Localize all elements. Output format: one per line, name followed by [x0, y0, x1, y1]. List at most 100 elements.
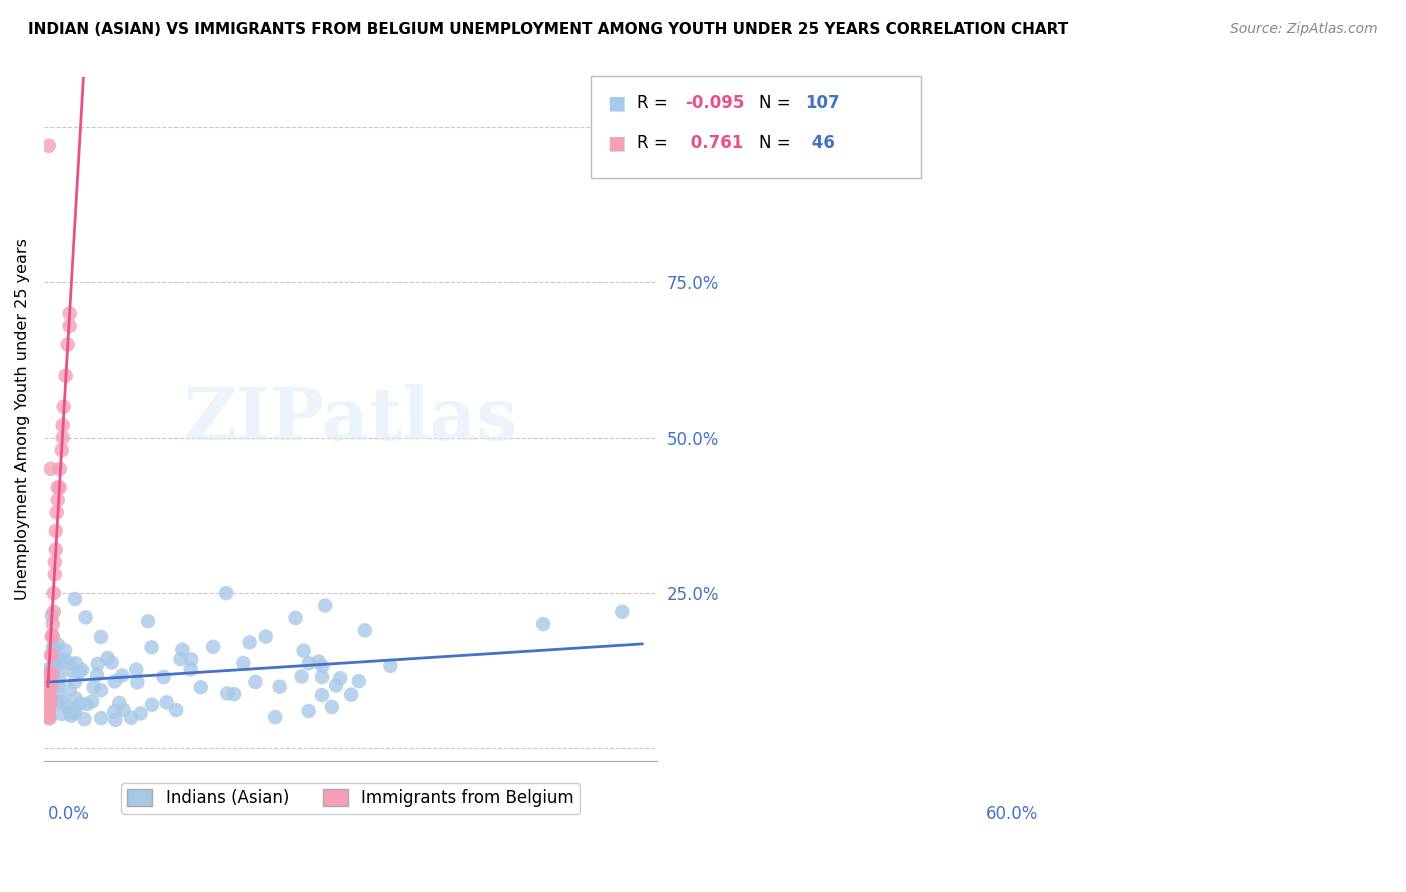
Point — [38, 698, 60, 712]
Point — [215, 586, 238, 600]
Text: ■: ■ — [607, 93, 626, 112]
Point — [41, 608, 63, 623]
Point — [38, 138, 60, 153]
Point — [38, 711, 60, 725]
Point — [100, 656, 122, 670]
Point — [125, 663, 148, 677]
Point — [52, 418, 75, 433]
Text: 60.0%: 60.0% — [986, 805, 1039, 823]
Point — [41, 666, 63, 681]
Point — [65, 691, 87, 706]
Point — [52, 431, 75, 445]
Point — [60, 708, 83, 723]
Point — [44, 555, 66, 569]
Text: R =: R = — [637, 134, 673, 152]
Point — [38, 710, 60, 724]
Point — [39, 664, 62, 678]
Point — [38, 689, 60, 703]
Point — [284, 611, 307, 625]
Point — [329, 671, 352, 685]
Point — [39, 691, 62, 706]
Point — [56, 663, 79, 677]
Point — [136, 614, 159, 628]
Point — [38, 679, 60, 693]
Point — [55, 368, 77, 383]
Point — [264, 710, 287, 724]
Point — [292, 644, 315, 658]
Point — [127, 675, 149, 690]
Point — [180, 662, 202, 676]
Point — [39, 462, 62, 476]
Point — [141, 698, 163, 712]
Point — [222, 687, 245, 701]
Point — [217, 686, 239, 700]
Point — [103, 705, 125, 719]
Point — [82, 694, 104, 708]
Point — [254, 630, 277, 644]
Point — [48, 462, 70, 476]
Point — [59, 306, 82, 320]
Point — [44, 649, 66, 664]
Point — [69, 697, 91, 711]
Point — [232, 656, 254, 670]
Point — [48, 657, 70, 672]
Point — [108, 696, 131, 710]
Point — [42, 586, 65, 600]
Point — [298, 704, 321, 718]
Point — [41, 648, 63, 663]
Point — [38, 698, 60, 712]
Point — [169, 652, 191, 666]
Point — [53, 643, 76, 657]
Point — [325, 678, 347, 692]
Text: N =: N = — [759, 94, 796, 112]
Point — [63, 592, 86, 607]
Point — [41, 628, 63, 642]
Point — [90, 711, 112, 725]
Point — [48, 480, 70, 494]
Point — [202, 640, 225, 654]
Point — [97, 651, 120, 665]
Point — [245, 674, 267, 689]
Point — [46, 687, 69, 701]
Point — [172, 642, 194, 657]
Point — [46, 492, 69, 507]
Text: -0.095: -0.095 — [685, 94, 744, 112]
Text: N =: N = — [759, 134, 796, 152]
Point — [38, 688, 60, 702]
Legend: Indians (Asian), Immigrants from Belgium: Indians (Asian), Immigrants from Belgium — [121, 782, 581, 814]
Point — [42, 617, 65, 632]
Point — [37, 698, 59, 712]
Point — [63, 702, 86, 716]
Point — [44, 640, 66, 654]
Point — [39, 670, 62, 684]
Point — [67, 665, 90, 679]
Point — [353, 624, 375, 638]
Point — [42, 605, 65, 619]
Point — [51, 695, 73, 709]
Point — [104, 674, 127, 689]
Point — [59, 705, 82, 719]
Point — [48, 678, 70, 692]
Point — [152, 670, 174, 684]
Point — [59, 318, 82, 333]
Point — [39, 666, 62, 681]
Point — [46, 480, 69, 494]
Point — [38, 679, 60, 693]
Point — [37, 704, 59, 718]
Point — [86, 668, 108, 682]
Point — [42, 640, 65, 655]
Point — [298, 657, 321, 671]
Point — [44, 567, 66, 582]
Point — [51, 443, 73, 458]
Y-axis label: Unemployment Among Youth under 25 years: Unemployment Among Youth under 25 years — [15, 238, 30, 600]
Point — [52, 400, 75, 414]
Point — [38, 691, 60, 706]
Text: 107: 107 — [806, 94, 841, 112]
Point — [42, 668, 65, 682]
Point — [38, 691, 60, 706]
Point — [311, 670, 333, 684]
Point — [165, 703, 187, 717]
Point — [38, 704, 60, 718]
Point — [321, 700, 343, 714]
Text: ■: ■ — [607, 133, 626, 153]
